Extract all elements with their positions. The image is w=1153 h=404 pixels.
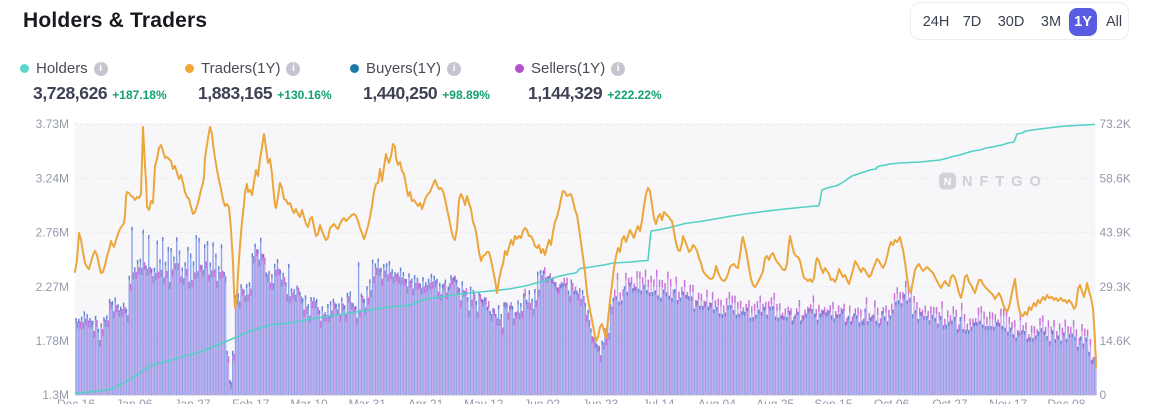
svg-text:Jan 06: Jan 06 — [116, 397, 152, 404]
svg-text:3.24M: 3.24M — [36, 171, 69, 185]
svg-text:NFTGO: NFTGO — [962, 174, 1048, 190]
svg-text:3.73M: 3.73M — [36, 117, 69, 131]
svg-text:Aug 04: Aug 04 — [698, 397, 736, 404]
svg-text:May 12: May 12 — [464, 397, 504, 404]
svg-text:Oct 27: Oct 27 — [932, 397, 968, 404]
svg-text:Oct 06: Oct 06 — [874, 397, 910, 404]
svg-text:29.3K: 29.3K — [1100, 280, 1131, 294]
svg-text:43.9K: 43.9K — [1100, 226, 1131, 240]
svg-text:Jun 02: Jun 02 — [524, 397, 560, 404]
svg-text:14.6K: 14.6K — [1100, 334, 1131, 348]
svg-text:N: N — [944, 176, 952, 188]
svg-text:2.76M: 2.76M — [36, 226, 69, 240]
svg-text:1.78M: 1.78M — [36, 334, 69, 348]
svg-text:58.6K: 58.6K — [1100, 171, 1131, 185]
svg-text:Jan 27: Jan 27 — [174, 397, 210, 404]
svg-text:Mar 10: Mar 10 — [290, 397, 328, 404]
svg-text:1.3M: 1.3M — [42, 388, 69, 402]
svg-text:Apr 21: Apr 21 — [408, 397, 444, 404]
svg-text:Dec 08: Dec 08 — [1047, 397, 1085, 404]
svg-text:Aug 25: Aug 25 — [756, 397, 794, 404]
svg-text:Dec 16: Dec 16 — [57, 397, 95, 404]
svg-text:Sep 15: Sep 15 — [814, 397, 852, 404]
svg-text:73.2K: 73.2K — [1100, 117, 1131, 131]
svg-text:Nov 17: Nov 17 — [989, 397, 1027, 404]
svg-text:2.27M: 2.27M — [36, 280, 69, 294]
svg-text:Feb 17: Feb 17 — [232, 397, 270, 404]
svg-text:Jul 14: Jul 14 — [643, 397, 675, 404]
svg-text:Jun 23: Jun 23 — [582, 397, 618, 404]
svg-text:Mar 31: Mar 31 — [349, 397, 387, 404]
svg-text:0: 0 — [1100, 388, 1107, 402]
